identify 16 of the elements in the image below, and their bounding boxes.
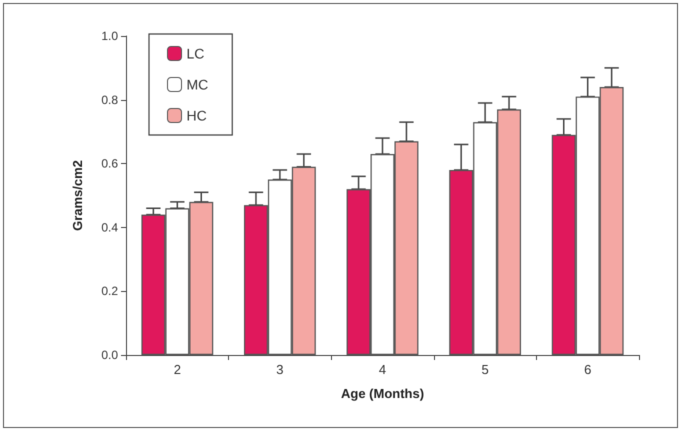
x-tick-label: 2 bbox=[174, 362, 181, 377]
legend-label: HC bbox=[186, 108, 207, 124]
legend-label: LC bbox=[186, 46, 204, 62]
y-tick-label: 0.8 bbox=[101, 92, 118, 107]
y-tick-label: 0.4 bbox=[101, 220, 118, 234]
y-tick-label: 0.0 bbox=[101, 348, 118, 362]
y-tick-label: 0.2 bbox=[101, 284, 118, 298]
legend-label: MC bbox=[186, 76, 208, 92]
y-tick-label: 1.0 bbox=[101, 29, 118, 43]
x-tick-label: 5 bbox=[481, 362, 489, 377]
x-tick-label: 6 bbox=[584, 362, 592, 377]
y-axis-title: Grams/cm2 bbox=[70, 160, 85, 231]
x-tick-label: 3 bbox=[276, 362, 284, 377]
x-tick-label: 4 bbox=[378, 362, 386, 377]
y-tick-label: 0.6 bbox=[101, 156, 118, 171]
x-axis-title: Age (Months) bbox=[340, 386, 424, 401]
